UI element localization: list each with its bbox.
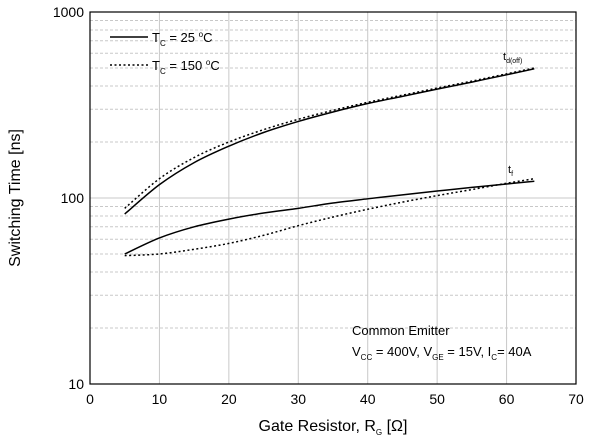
series-line-4	[124, 177, 535, 257]
series-line-1	[124, 68, 535, 215]
x-tick-label: 70	[568, 391, 584, 407]
legend-label-150c: TC = 150 oC	[152, 58, 220, 76]
x-tick-label: 20	[221, 391, 237, 407]
x-tick-label: 60	[499, 391, 515, 407]
series-line-2	[124, 67, 535, 209]
y-tick-label: 10	[68, 376, 84, 392]
x-tick-labels: 0 10 20 30 40 50 60 70	[86, 391, 584, 407]
annotation-common-emitter: Common Emitter	[352, 323, 450, 338]
series-line-3	[124, 180, 535, 255]
legend: TC = 25 oC TC = 150 oC	[110, 30, 220, 76]
y-tick-labels: 10 100 1000	[53, 4, 84, 392]
x-axis-title: Gate Resistor, RG [Ω]	[259, 418, 408, 437]
curve-label-tf: tf	[508, 164, 513, 178]
y-tick-label: 100	[61, 190, 85, 206]
legend-label-25c: TC = 25 oC	[152, 30, 212, 48]
y-axis-title: Switching Time [ns]	[7, 129, 24, 267]
x-tick-label: 10	[152, 391, 168, 407]
annotation-conditions: VCC = 400V, VGE = 15V, IC= 40A	[352, 344, 532, 362]
y-tick-label: 1000	[53, 4, 84, 20]
x-tick-label: 0	[86, 391, 94, 407]
x-tick-label: 50	[429, 391, 445, 407]
series-curves	[124, 67, 535, 257]
x-tick-label: 40	[360, 391, 376, 407]
plot-frame	[89, 11, 577, 385]
x-tick-label: 30	[290, 391, 306, 407]
